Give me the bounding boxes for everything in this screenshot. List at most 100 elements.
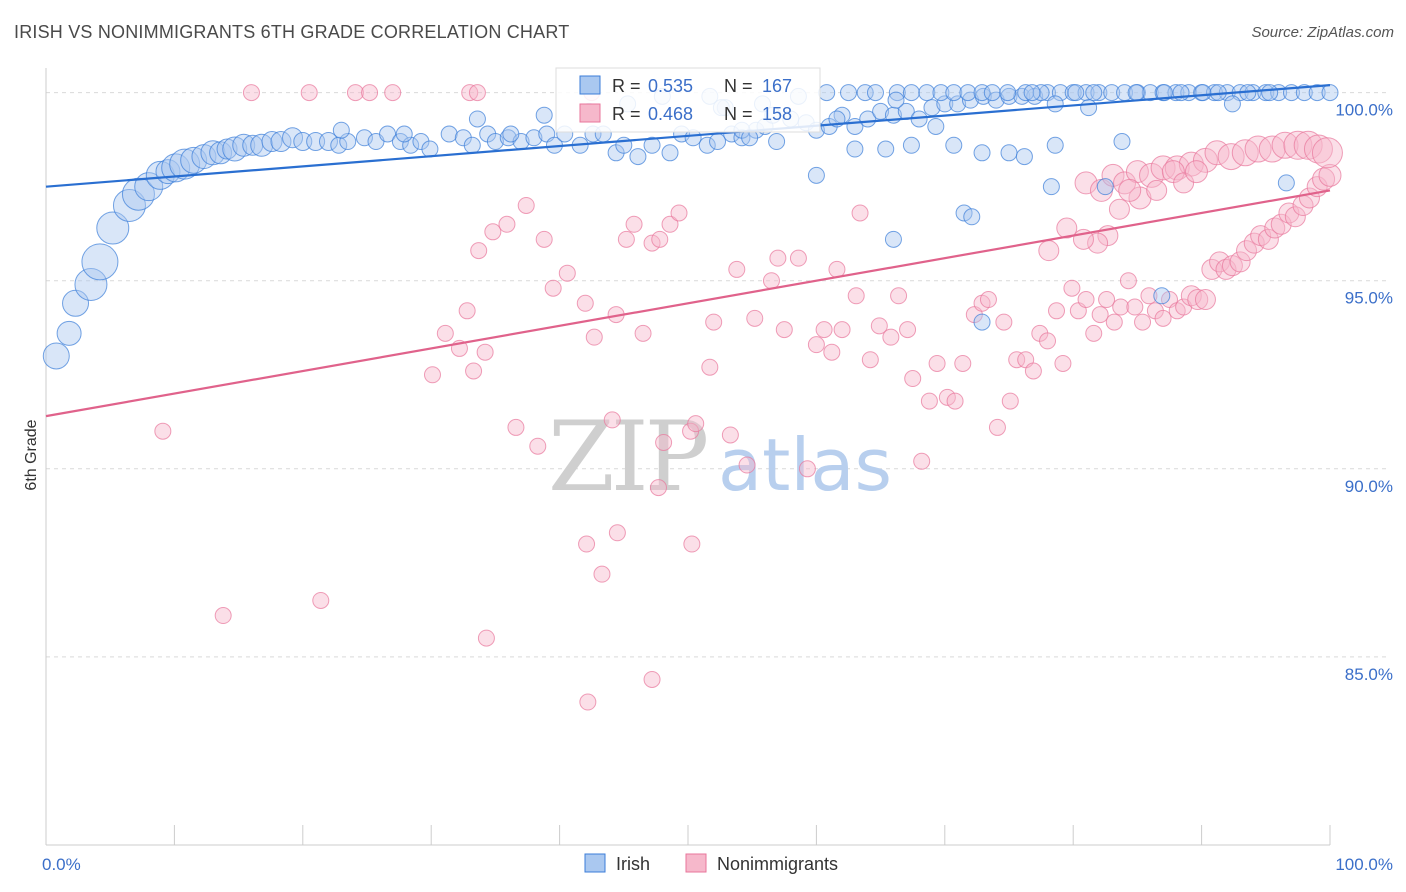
irish-point-22: [261, 131, 283, 153]
nonimmigrants-point-34: [655, 433, 673, 451]
irish-point-37: [440, 125, 458, 143]
nonimmigrants-point-139: [1311, 137, 1343, 169]
irish-point-39: [463, 136, 481, 154]
nonimmigrants-point-17: [484, 223, 502, 241]
legend-irish-swatch[interactable]: [584, 853, 606, 873]
nonimmigrants-point-40: [705, 313, 723, 331]
legend-irish-label[interactable]: Irish: [616, 854, 650, 874]
nonimmigrants-point-141: [1146, 179, 1168, 201]
nonimmigrants-point-99: [1180, 285, 1202, 307]
y-tick-label-1: 95.0%: [1345, 289, 1393, 308]
nonimmigrants-point-68: [954, 354, 972, 372]
irish-point-64: [768, 133, 786, 151]
nonimmigrants-point-71: [979, 291, 997, 309]
nonimmigrants-point-49: [798, 460, 816, 478]
nonimmigrants-point-118: [1312, 167, 1336, 191]
irish-point-4: [81, 243, 119, 281]
nonimmigrants-point-46: [769, 249, 787, 267]
irish-point-27: [318, 132, 338, 152]
nonimm-n-label: N =: [724, 104, 753, 124]
irish-point-146: [902, 136, 920, 154]
nonimmigrants-point-27: [603, 411, 621, 429]
irish-point-78: [949, 95, 967, 113]
irish-point-151: [1046, 136, 1064, 154]
irish-point-125: [902, 84, 920, 102]
irish-point-137: [1127, 84, 1145, 102]
nonimmigrants-point-61: [899, 321, 917, 339]
irish-point-145: [877, 140, 895, 158]
nonimmigrants-point-60: [890, 287, 908, 305]
axes: [45, 68, 1331, 846]
irish-point-32: [379, 125, 397, 143]
nonimmigrants-point-90: [1119, 272, 1137, 290]
legend-nonimmigrants-label[interactable]: Nonimmigrants: [717, 854, 838, 874]
nonimmigrants-point-42: [728, 260, 746, 278]
irish-point-23: [270, 131, 292, 153]
nonimmigrants-point-64: [920, 392, 938, 410]
irish-point-127: [932, 84, 950, 102]
nonimmigrants-point-153: [608, 524, 626, 542]
nonimmigrants-point-30: [625, 215, 643, 233]
irish-point-3: [74, 267, 108, 301]
source-credit: Source: ZipAtlas.com: [1251, 24, 1394, 41]
nonimmigrants-point-144: [1184, 160, 1208, 184]
irish-point-131: [983, 84, 1001, 102]
irish-point-133: [1017, 84, 1035, 102]
irish-point-109: [395, 125, 413, 143]
nonimmigrants-point-146: [1108, 198, 1130, 220]
irish-point-123: [866, 84, 884, 102]
nonimmigrants-point-19: [507, 418, 525, 436]
nonimmigrants-point-51: [815, 321, 833, 339]
irish-point-136: [1085, 84, 1103, 102]
nonimmigrants-point-89: [1112, 298, 1130, 316]
irish-point-112: [535, 106, 553, 124]
nonimmigrants-point-80: [1048, 302, 1066, 320]
irish-point-158: [955, 204, 973, 222]
irish-point-93: [1141, 84, 1159, 102]
nonimmigrants-point-47: [775, 321, 793, 339]
nonimmigrants-point-112: [1270, 213, 1292, 235]
nonimmigrants-point-86: [1091, 306, 1109, 324]
nonimmigrants-point-85: [1085, 324, 1103, 342]
irish-point-135: [1046, 95, 1064, 113]
irish-point-24: [282, 127, 304, 149]
nonimmigrants-swatch: [579, 103, 601, 123]
nonimmigrants-point-21: [529, 437, 547, 455]
irish-point-147: [884, 230, 902, 248]
irish-point-89: [1090, 84, 1108, 102]
nonimmigrants-point-159: [312, 591, 330, 609]
nonimmigrants-trend-line: [45, 189, 1331, 418]
chart-title: IRISH VS NONIMMIGRANTS 6TH GRADE CORRELA…: [14, 22, 570, 42]
nonimmigrants-point-44: [746, 309, 764, 327]
irish-point-1: [56, 320, 82, 346]
watermark-zip: ZIP: [548, 401, 707, 513]
irish-point-102: [1257, 84, 1275, 102]
nonimmigrants-point-119: [1318, 163, 1342, 187]
irish-point-129: [959, 84, 977, 102]
nonimmigrants-point-4: [346, 84, 364, 102]
nonimmigrants-point-75: [1008, 351, 1026, 369]
irish-n-label: N =: [724, 76, 753, 96]
irish-point-150: [1000, 144, 1018, 162]
irish-point-144: [846, 140, 864, 158]
nonimmigrants-point-26: [585, 328, 603, 346]
irish-point-166: [973, 313, 991, 331]
nonimmigrants-point-155: [649, 479, 667, 497]
nonimmigrants-point-100: [1187, 289, 1209, 311]
legend[interactable]: Irish Nonimmigrants: [584, 853, 838, 874]
nonimmigrants-point-52: [823, 343, 841, 361]
nonimmigrants-point-113: [1278, 202, 1300, 224]
watermark-atlas: atlas: [718, 423, 892, 507]
nonimmigrants-point-39: [701, 358, 719, 376]
irish-point-53: [629, 148, 647, 166]
irish-point-149: [973, 144, 991, 162]
irish-point-128: [945, 84, 963, 102]
irish-point-54: [643, 136, 661, 154]
legend-nonimmigrants-swatch[interactable]: [685, 853, 707, 873]
nonimmigrants-point-13: [458, 302, 476, 320]
irish-point-105: [1295, 84, 1313, 102]
y-tick-labels: 100.0% 95.0% 90.0% 85.0%: [1335, 101, 1393, 684]
irish-point-110: [468, 110, 486, 128]
nonimm-n-value: 158: [762, 104, 792, 124]
nonimmigrants-point-157: [579, 693, 597, 711]
